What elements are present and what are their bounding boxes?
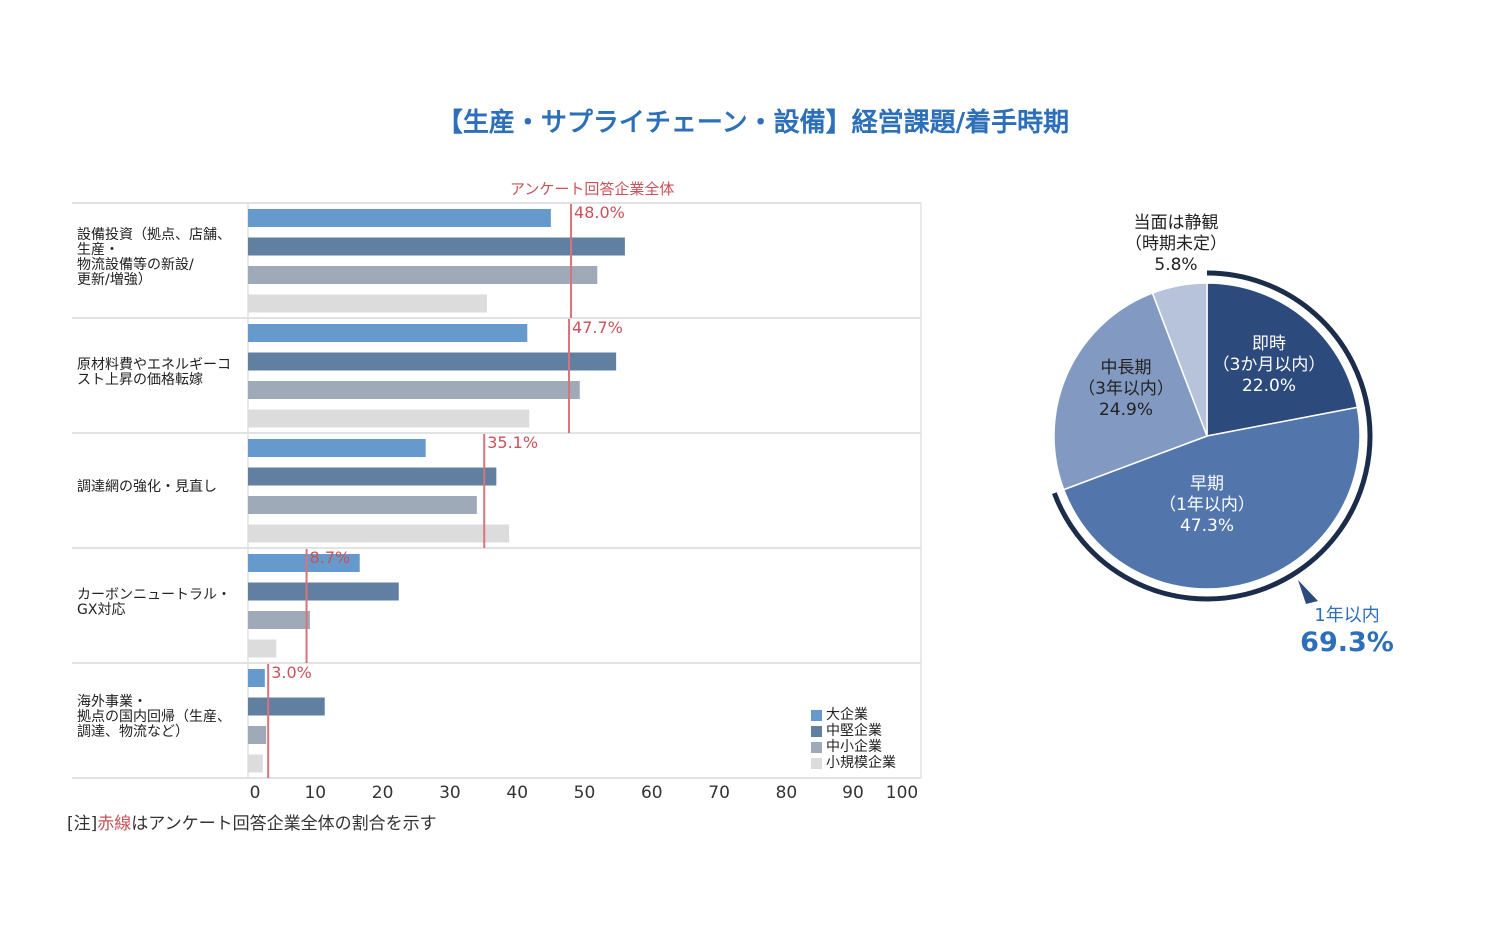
bar-sme bbox=[248, 611, 310, 629]
bar-large bbox=[248, 439, 426, 457]
bar-midsize bbox=[248, 582, 399, 601]
legend-label-sme: 中小企業 bbox=[826, 739, 882, 755]
x-tick-label: 10 bbox=[304, 783, 326, 803]
legend-item-midsize: 中堅企業 bbox=[811, 723, 896, 739]
x-tick-label: 60 bbox=[641, 783, 663, 803]
overall-value-label: 48.0% bbox=[574, 203, 625, 222]
category-label: カーボンニュートラル・ GX対応 bbox=[77, 586, 247, 618]
bar-large bbox=[248, 324, 528, 342]
bracket-label: 1年以内 69.3% bbox=[1267, 605, 1427, 659]
category-label: 海外事業・ 拠点の国内回帰（生産、 調達、物流など） bbox=[77, 695, 247, 740]
bar-midsize bbox=[248, 352, 617, 371]
bar-midsize bbox=[248, 697, 325, 716]
category-label: 調達網の強化・見直し bbox=[77, 480, 247, 495]
bar-small bbox=[248, 409, 530, 428]
x-tick-label: 30 bbox=[439, 783, 461, 803]
pie-label-line: （1年以内） bbox=[1159, 495, 1255, 515]
pie-label-line: 当面は静観 bbox=[1133, 213, 1219, 233]
pie-label-line: （時期未定） bbox=[1125, 234, 1227, 254]
pie-slice-midlong bbox=[1053, 292, 1208, 491]
bar-sme bbox=[248, 381, 580, 399]
x-tick-label: 40 bbox=[506, 783, 528, 803]
category-label-line: 設備投資（拠点、店舗、 bbox=[77, 226, 231, 243]
footnote: [注]赤線はアンケート回答企業全体の割合を示す bbox=[67, 809, 437, 834]
pie-slice-undecided bbox=[1151, 282, 1208, 437]
pie-slice-early bbox=[1062, 406, 1361, 590]
category-label-line: 拠点の国内回帰（生産、 bbox=[77, 709, 231, 725]
overall-value-label: 3.0% bbox=[271, 663, 312, 682]
category-label-line: 生産・ bbox=[77, 241, 119, 258]
x-tick-label: 20 bbox=[372, 783, 394, 803]
footnote-text: はアンケート回答企業全体の割合を示す bbox=[131, 814, 437, 834]
pie-slice-immediate bbox=[1206, 282, 1359, 437]
category-label-line: 更新/増強） bbox=[77, 271, 152, 288]
category-label-line: カーボンニュートラル・ bbox=[77, 586, 231, 603]
legend-swatch-sme bbox=[811, 741, 822, 753]
x-tick-label: 70 bbox=[708, 783, 730, 803]
bar-small bbox=[248, 524, 510, 543]
pie-label-line: （3か月以内） bbox=[1212, 355, 1326, 375]
pie-label-early: 早期 （1年以内） 47.3% bbox=[1117, 474, 1297, 537]
pie-label-line: 中長期 bbox=[1100, 358, 1152, 378]
category-label: 原材料費やエネルギーコ スト上昇の価格転嫁 bbox=[77, 356, 247, 388]
footnote-prefix: [注] bbox=[67, 814, 98, 834]
pie-label-line: 早期 bbox=[1190, 474, 1224, 494]
legend: 大企業 中堅企業 中小企業 小規模企業 bbox=[811, 707, 896, 771]
bar-sme bbox=[248, 496, 477, 514]
pie-label-immediate: 即時 （3か月以内） 22.0% bbox=[1179, 334, 1359, 397]
bar-small bbox=[248, 754, 263, 773]
legend-swatch-small bbox=[811, 757, 822, 769]
bar-small bbox=[248, 639, 277, 658]
bar-small bbox=[248, 294, 487, 313]
bracket-arc bbox=[1052, 270, 1373, 602]
legend-label-midsize: 中堅企業 bbox=[826, 723, 882, 739]
x-tick-label: 100 bbox=[886, 783, 918, 803]
pie-label-line: 即時 bbox=[1252, 334, 1286, 354]
x-tick-label: 50 bbox=[574, 783, 596, 803]
x-tick-label: 0 bbox=[250, 783, 261, 803]
bracket-label-title: 1年以内 bbox=[1314, 605, 1380, 626]
category-label-line: GX対応 bbox=[77, 601, 126, 618]
pie-label-line: 24.9% bbox=[1098, 400, 1153, 420]
bar-large bbox=[248, 209, 551, 227]
pie-label-midlong: 中長期 （3年以内） 24.9% bbox=[1036, 358, 1216, 421]
pie-label-line: 5.8% bbox=[1154, 255, 1198, 275]
pie-label-undecided: 当面は静観 （時期未定） 5.8% bbox=[1086, 213, 1266, 276]
bracket-label-value: 69.3% bbox=[1300, 627, 1394, 658]
category-label-line: 原材料費やエネルギーコ bbox=[77, 356, 231, 373]
legend-swatch-large bbox=[811, 709, 822, 721]
pie-label-line: 22.0% bbox=[1241, 376, 1296, 396]
legend-item-large: 大企業 bbox=[811, 707, 896, 723]
page-title: 【生産・サプライチェーン・設備】経営課題/着手時期 bbox=[436, 108, 1070, 138]
legend-label-large: 大企業 bbox=[826, 707, 868, 723]
legend-item-sme: 中小企業 bbox=[811, 739, 896, 755]
legend-item-small: 小規模企業 bbox=[811, 755, 896, 771]
bar-midsize bbox=[248, 467, 497, 486]
bar-sme bbox=[248, 726, 267, 744]
overall-line-title: アンケート回答企業全体 bbox=[510, 180, 675, 198]
legend-swatch-midsize bbox=[811, 725, 822, 737]
bar-large bbox=[248, 554, 360, 572]
overall-value-label: 8.7% bbox=[310, 548, 351, 567]
category-label-line: 調達、物流など） bbox=[77, 724, 189, 740]
overall-value-label: 47.7% bbox=[572, 318, 623, 337]
pie-label-line: （3年以内） bbox=[1078, 379, 1174, 399]
category-label-line: スト上昇の価格転嫁 bbox=[77, 371, 203, 388]
category-label-line: 調達網の強化・見直し bbox=[77, 479, 217, 495]
category-label-line: 海外事業・ bbox=[77, 694, 147, 710]
bar-large bbox=[248, 669, 265, 687]
overall-value-label: 35.1% bbox=[487, 433, 538, 452]
x-tick-label: 80 bbox=[776, 783, 798, 803]
footnote-red-term: 赤線 bbox=[97, 814, 132, 834]
bar-sme bbox=[248, 266, 598, 284]
category-label-line: 物流設備等の新設/ bbox=[77, 256, 194, 273]
category-label: 設備投資（拠点、店舗、 生産・ 物流設備等の新設/更新/増強） bbox=[77, 226, 247, 288]
pie-label-line: 47.3% bbox=[1179, 516, 1234, 536]
legend-label-small: 小規模企業 bbox=[826, 755, 896, 771]
bar-midsize bbox=[248, 237, 625, 256]
bracket-pointer-icon bbox=[1298, 580, 1318, 604]
x-tick-label: 90 bbox=[842, 783, 864, 803]
